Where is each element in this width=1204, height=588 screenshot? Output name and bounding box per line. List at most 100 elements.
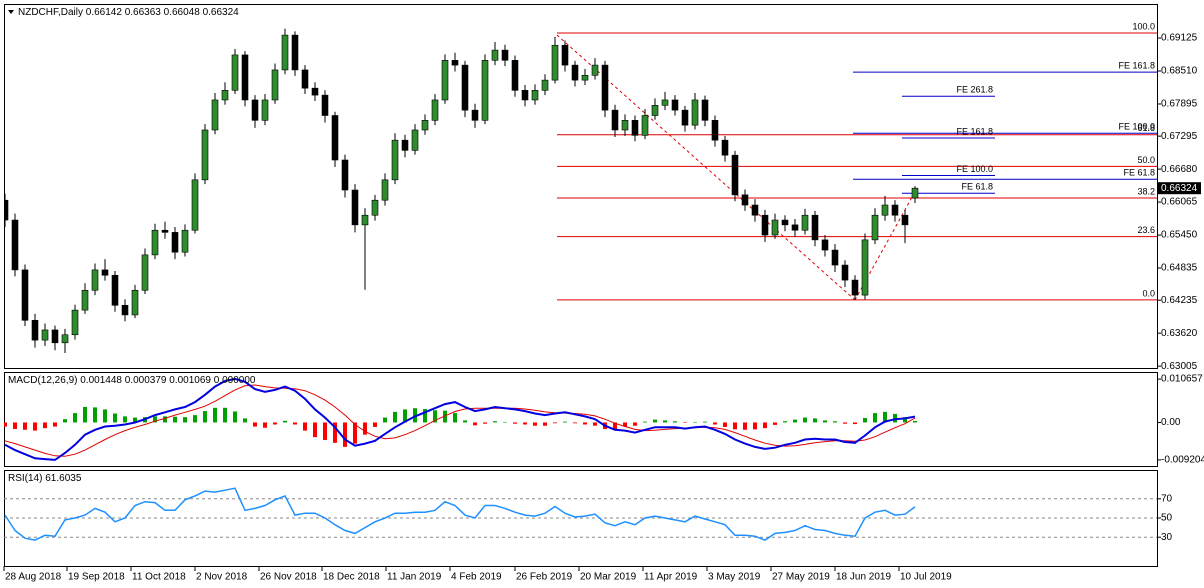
candle-body: [861, 239, 869, 296]
y-tick-label: 0.64235: [1161, 295, 1198, 306]
macd-histogram-bar: [873, 413, 877, 423]
candle-body: [321, 94, 329, 116]
macd-histogram-bar: [523, 422, 527, 425]
candle-body: [211, 99, 219, 131]
candle-body: [121, 304, 129, 316]
candle-body: [331, 115, 339, 161]
candle-body: [341, 159, 349, 191]
macd-histogram-bar: [803, 417, 807, 423]
axes: 0.69125 0.68510 0.67895 0.67295 0.66680 0.660…: [3, 33, 1204, 583]
candle-body: [31, 319, 39, 341]
macd-histogram-bar: [483, 422, 487, 424]
macd-histogram-bar: [53, 422, 57, 427]
macd-histogram-bar: [723, 422, 727, 427]
y-tick-label: 0.010657: [1161, 374, 1203, 385]
macd-histogram-bar: [753, 422, 757, 430]
macd-histogram-bar: [643, 421, 647, 423]
candle-body: [401, 139, 409, 151]
macd-histogram-bar: [103, 409, 107, 423]
macd-signal-line: [4, 384, 916, 457]
candle-body: [501, 49, 509, 61]
candle-body: [441, 59, 449, 101]
x-tick-label: 26 Feb 2019: [516, 572, 573, 583]
candle-body: [271, 69, 279, 101]
candle-body: [561, 44, 569, 66]
y-tick-label: 50: [1161, 513, 1173, 524]
macd-histogram-bar: [343, 422, 347, 447]
candle-body: [471, 109, 479, 121]
macd-histogram-bar: [243, 418, 247, 423]
y-tick-label: 0.68510: [1161, 66, 1198, 77]
macd-histogram-bar: [313, 422, 317, 438]
candle-body: [311, 87, 319, 96]
fibo-label: FE 161.8: [956, 126, 993, 136]
fibo-label: FE 61.8: [961, 182, 993, 192]
macd-histogram-bar: [733, 422, 737, 430]
macd-histogram-bar: [563, 421, 567, 423]
macd-histogram-bar: [663, 420, 667, 423]
current-price-label: 0.66324: [1161, 183, 1198, 194]
macd-main-value: 0.001448: [80, 375, 122, 386]
y-tick-label: 0.65450: [1161, 230, 1198, 241]
candle-body: [451, 59, 459, 66]
y-tick-label: -0.009204: [1161, 455, 1204, 466]
candle-body: [661, 99, 669, 106]
x-tick-label: 3 May 2019: [708, 572, 761, 583]
macd-histogram-bar: [223, 407, 227, 423]
macd-histogram-bar: [513, 422, 517, 424]
high-value: 0.66363: [125, 7, 162, 18]
macd-histogram-bar: [263, 422, 267, 428]
macd-buffer-value: 0.000000: [214, 375, 256, 386]
candle-body: [671, 99, 679, 111]
candle-body: [611, 109, 619, 131]
low-value: 0.66048: [164, 7, 201, 18]
macd-title: MACD(12,26,9): [8, 375, 77, 386]
macd-histogram-bar: [73, 413, 77, 423]
current-price-box: [1157, 182, 1201, 195]
y-tick-label: 0.66680: [1161, 164, 1198, 175]
candle-body: [81, 289, 89, 311]
candle-body: [491, 49, 499, 61]
candle-body: [901, 214, 909, 226]
candle-body: [111, 274, 119, 306]
y-tick-label: 70: [1161, 493, 1173, 504]
candle-body: [281, 34, 289, 71]
candle-body: [741, 194, 749, 206]
candle-body: [51, 329, 59, 344]
candle-body: [131, 289, 139, 316]
fibo-label: FE 61.8: [1123, 168, 1155, 178]
macd-histogram-bar: [683, 422, 687, 423]
close-value: 0.66324: [203, 7, 240, 18]
fibo-label: 61.8: [1137, 123, 1155, 133]
candle-body: [641, 115, 649, 136]
macd-histogram-bar: [553, 422, 557, 424]
macd-histogram-bar: [883, 411, 887, 423]
macd-histogram-bar: [783, 421, 787, 423]
macd-histogram-bar: [613, 422, 617, 429]
rsi-header: RSI(14) 61.6035: [8, 473, 82, 484]
candle-body: [841, 264, 849, 281]
macd-histogram-bar: [13, 422, 17, 429]
x-tick-label: 11 Apr 2019: [644, 572, 698, 583]
candle-body: [151, 229, 159, 256]
candle-body: [831, 249, 839, 266]
macd-histogram-bar: [473, 422, 477, 426]
macd-layer: [4, 377, 917, 461]
x-tick-label: 11 Jan 2019: [387, 572, 442, 583]
macd-histogram-bar: [863, 417, 867, 423]
candle-body: [191, 179, 199, 231]
candle-body: [251, 99, 259, 121]
fibo-label: FE 161.8: [1118, 60, 1155, 70]
candle-body: [701, 99, 709, 121]
candle-body: [141, 254, 149, 291]
candle-body: [11, 219, 19, 271]
price-layer: 100.0 61.8 50.0 38.2 23.6 0.0 FE 161.8 FE 100.0…: [4, 21, 1157, 353]
macd-histogram-bar: [163, 416, 167, 423]
candle-body: [391, 139, 399, 181]
macd-signal-value: 0.001069: [169, 375, 211, 386]
macd-histogram-bar: [443, 410, 447, 423]
macd-histogram-bar: [233, 411, 237, 423]
candle-body: [681, 109, 689, 126]
rsi-title: RSI(14): [8, 473, 42, 484]
